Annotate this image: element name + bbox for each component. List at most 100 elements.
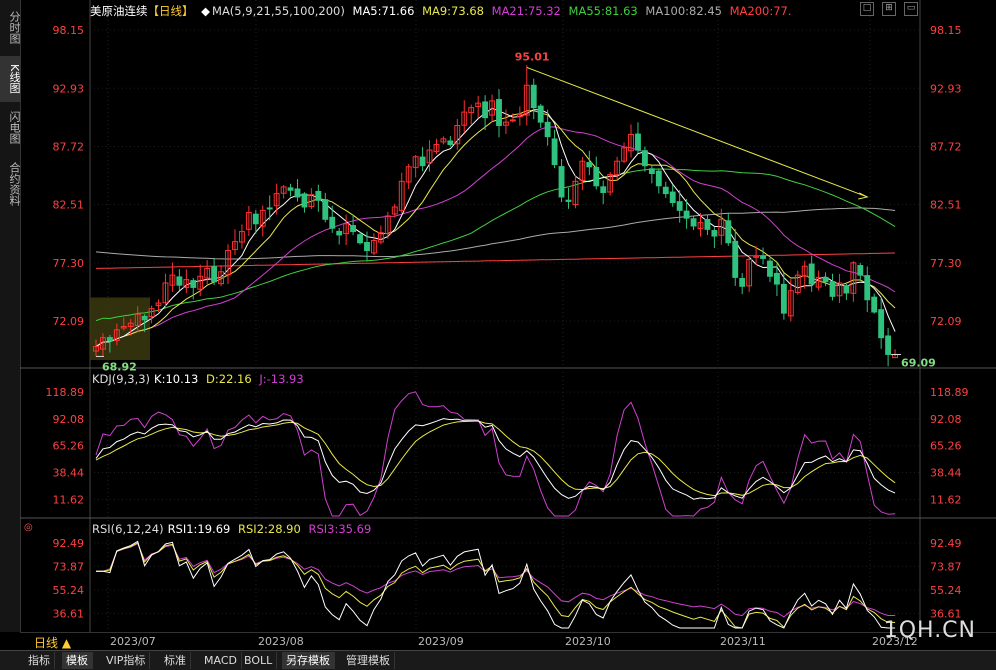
date-label: 2023/07: [110, 635, 156, 648]
rsi-1: RSI1:19.69: [167, 522, 231, 536]
split-icon[interactable]: ▭: [904, 2, 918, 16]
y-tick-label-right: 77.30: [930, 257, 962, 270]
candle-body: [614, 160, 621, 176]
candle-body: [100, 337, 106, 350]
tab-kline[interactable]: K线图: [0, 56, 21, 102]
candle-body: [294, 188, 301, 198]
tab-template[interactable]: 模板: [62, 652, 93, 669]
instrument-name: 美原油连续: [90, 4, 148, 18]
y-tick-label: 82.51: [53, 199, 85, 212]
kdj-d-line: [95, 420, 896, 497]
candle-body: [169, 274, 176, 286]
candle-body: [683, 210, 690, 219]
candle-body: [440, 138, 447, 143]
rsi-tick-label: 36.61: [53, 607, 85, 620]
ma100-line: [95, 207, 896, 260]
candle-body: [878, 309, 885, 339]
period-button[interactable]: 日线 ▲: [34, 636, 72, 650]
kdj-j-line: [95, 391, 896, 517]
tab-lightning[interactable]: 闪电图: [8, 110, 21, 144]
low-zone-highlight: [90, 297, 150, 360]
chart-area[interactable]: 98.15 98.15 92.93 92.93 87.72 87.72 82.51 82.51…: [20, 0, 996, 632]
tab-save-template[interactable]: 另存模板: [282, 652, 335, 669]
kdj-tick-label-right: 38.44: [930, 467, 962, 480]
rsi-label: RSI(6,12,24): [92, 522, 164, 536]
tab-vip-indicator[interactable]: VIP指标: [102, 652, 151, 669]
candle-body: [641, 150, 648, 167]
candle-body: [808, 263, 815, 285]
candle-body: [343, 223, 350, 235]
candle-body: [426, 149, 433, 164]
candle-body: [218, 271, 225, 285]
candle-body: [357, 234, 363, 244]
candle-body: [225, 250, 231, 276]
candle-body: [628, 133, 634, 152]
candle-body: [496, 99, 502, 126]
ma21-value: MA21:75.32: [491, 4, 561, 18]
candle-body: [635, 133, 641, 151]
restore-icon[interactable]: ⊞: [882, 2, 896, 16]
tab-macd[interactable]: MACD: [200, 652, 242, 669]
low-annotation: 68.92: [102, 360, 137, 373]
ma9-line: [95, 110, 896, 348]
y-tick-label-right: 92.93: [930, 82, 962, 95]
candle-body: [350, 225, 357, 233]
candle-body: [537, 105, 544, 123]
rsi-target-icon[interactable]: ◎: [24, 522, 33, 533]
candle-body: [287, 187, 294, 191]
tab-manage-template[interactable]: 管理模板: [342, 652, 395, 669]
date-label: 2023/11: [720, 635, 766, 648]
trend-line: [526, 66, 868, 198]
tab-contract-info[interactable]: 合约资料: [8, 162, 21, 206]
ma55-line: [95, 168, 896, 322]
candle-body: [509, 119, 516, 122]
ma-settings-icon[interactable]: ◆: [201, 4, 211, 18]
candle-body: [544, 121, 551, 138]
ma100-value: MA100:82.45: [645, 4, 722, 18]
y-tick-label-right: 98.15: [930, 24, 962, 37]
tab-indicator[interactable]: 指标: [24, 652, 55, 669]
candle-body: [871, 296, 878, 313]
rsi-tick-label-right: 92.49: [930, 537, 962, 550]
candle-body: [732, 240, 739, 278]
candle-body: [301, 193, 308, 208]
candle-body: [704, 219, 711, 230]
rsi-tick-label: 92.49: [53, 537, 85, 550]
period-tag: 【日线】: [147, 4, 194, 18]
ma9-value: MA9:73.68: [422, 4, 484, 18]
main-header: 美原油连续【日线】 ◆ MA(5,9,21,55,100,200) MA5:71.…: [90, 3, 796, 19]
candle-body: [245, 212, 252, 230]
kdj-tick-label: 65.26: [53, 440, 85, 453]
candle-body: [454, 124, 461, 145]
tab-timeshare[interactable]: 分时图: [8, 10, 21, 44]
candle-body: [530, 84, 537, 109]
ma-label: MA(5,9,21,55,100,200): [212, 4, 345, 18]
tab-boll[interactable]: BOLL: [240, 652, 278, 669]
minimize-icon[interactable]: □: [860, 2, 874, 16]
candle-body: [370, 240, 377, 254]
candle-body: [211, 266, 218, 283]
kdj-tick-label-right: 92.08: [930, 413, 962, 426]
candle-body: [190, 280, 197, 288]
ma200-value: MA200:77.: [729, 4, 792, 18]
y-tick-label: 72.09: [53, 315, 85, 328]
y-tick-label-right: 87.72: [930, 140, 962, 153]
candle-body: [857, 265, 864, 276]
tab-standard[interactable]: 标准: [160, 652, 191, 669]
candle-body: [753, 255, 760, 258]
kdj-j: J:-13.93: [259, 372, 304, 386]
rsi-header: RSI(6,12,24) RSI1:19.69 RSI2:28.90 RSI3:3…: [92, 522, 375, 536]
left-side-tabs: 分时图 K线图 闪电图 合约资料: [0, 0, 21, 632]
date-label: 2023/08: [258, 635, 304, 648]
candle-body: [266, 207, 273, 210]
candle-body: [127, 322, 134, 328]
candle-body: [773, 272, 780, 285]
candle-body: [767, 260, 773, 277]
candle-body: [850, 262, 857, 294]
date-axis: 2023/07 2023/08 2023/09 2023/10 2023/11 …: [20, 632, 996, 651]
kdj-k: K:10.13: [154, 372, 199, 386]
candle-body: [621, 147, 628, 162]
rsi-3: RSI3:35.69: [308, 522, 372, 536]
candle-body: [885, 335, 892, 355]
y-tick-label: 92.93: [53, 82, 85, 95]
